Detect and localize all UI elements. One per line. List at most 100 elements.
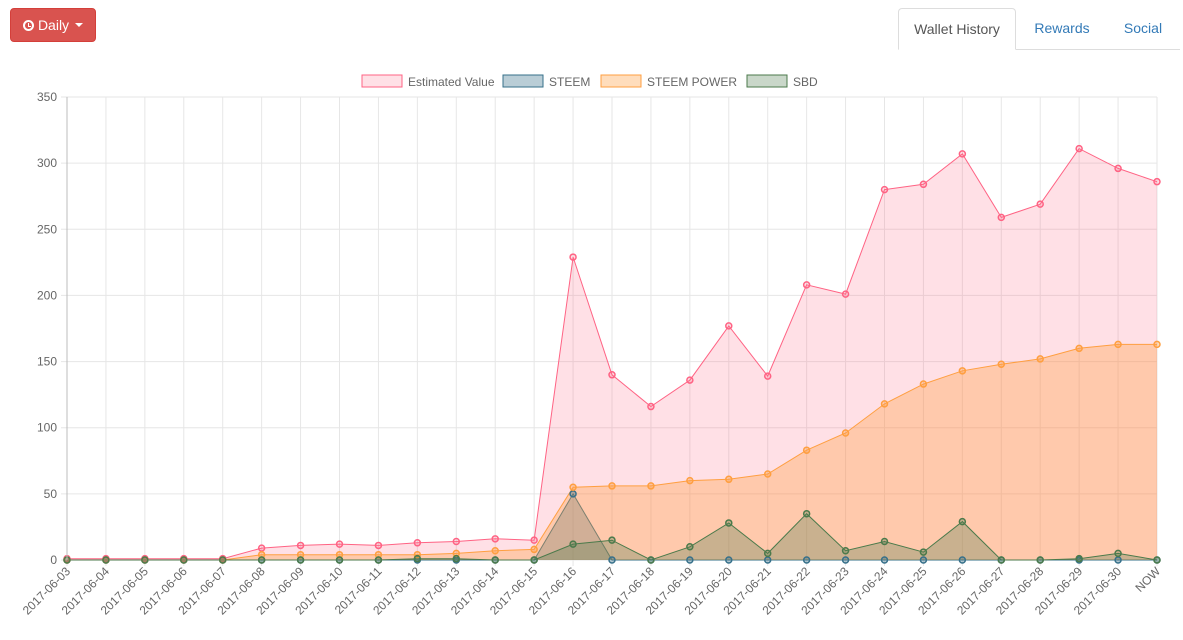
point-sbd <box>491 556 499 564</box>
point-estimated-value <box>802 281 811 289</box>
point-steem-power <box>1114 340 1122 349</box>
point-sbd <box>997 556 1006 564</box>
legend-label-sbd: SBD <box>793 75 818 89</box>
point-estimated-value <box>880 185 889 194</box>
point-estimated-value <box>997 213 1006 222</box>
point-sbd <box>141 556 149 564</box>
point-steem <box>919 556 928 564</box>
y-tick-label: 250 <box>37 222 57 236</box>
point-estimated-value <box>374 541 383 550</box>
point-sbd <box>608 536 616 544</box>
point-steem-power <box>569 483 577 491</box>
point-estimated-value <box>1153 177 1161 186</box>
point-steem-power <box>491 546 499 555</box>
point-estimated-value <box>257 544 266 552</box>
y-tick-label: 300 <box>37 156 57 170</box>
point-steem <box>880 556 889 564</box>
y-tick-label: 200 <box>37 288 57 302</box>
point-steem-power <box>608 482 616 490</box>
point-sbd <box>1114 549 1122 558</box>
grid <box>61 96 1158 566</box>
point-steem <box>569 490 577 498</box>
point-sbd <box>1075 554 1083 563</box>
point-steem <box>725 556 733 564</box>
point-sbd <box>880 537 889 546</box>
y-tick-label: 50 <box>44 487 58 501</box>
point-steem-power <box>530 545 538 554</box>
y-tick-label: 350 <box>37 90 57 104</box>
point-estimated-value <box>569 253 577 261</box>
point-sbd <box>686 543 694 551</box>
point-sbd <box>958 517 967 526</box>
point-estimated-value <box>763 372 772 380</box>
period-dropdown-button[interactable]: Daily <box>10 8 96 42</box>
point-estimated-value <box>530 536 538 544</box>
point-steem <box>763 556 772 564</box>
legend-label-estimated-value: Estimated Value <box>408 75 495 89</box>
point-sbd <box>102 556 110 564</box>
point-steem-power <box>958 367 967 375</box>
point-sbd <box>296 556 305 564</box>
point-steem-power <box>1153 340 1161 349</box>
point-sbd <box>374 556 383 564</box>
point-estimated-value <box>919 180 928 189</box>
series-line-estimated-value <box>67 147 1158 560</box>
series-points <box>63 144 1161 564</box>
point-sbd <box>413 554 422 563</box>
point-steem <box>802 556 811 564</box>
series-line-steem-power <box>67 343 1157 561</box>
point-estimated-value <box>452 537 461 546</box>
tab-wallet-history[interactable]: Wallet History <box>898 8 1016 50</box>
point-sbd <box>725 519 733 527</box>
point-estimated-value <box>1075 144 1083 153</box>
tab-rewards[interactable]: Rewards <box>1034 20 1090 36</box>
point-steem <box>958 556 967 564</box>
point-sbd <box>335 556 344 564</box>
point-estimated-value <box>958 150 967 158</box>
y-tick-label: 150 <box>37 355 57 369</box>
series-area-steem-power <box>67 344 1157 560</box>
point-sbd <box>530 556 538 564</box>
point-estimated-value <box>725 322 733 330</box>
series-area-estimated-value <box>67 148 1157 560</box>
point-estimated-value <box>841 290 850 298</box>
point-steem-power <box>1075 344 1083 353</box>
point-estimated-value <box>608 371 616 379</box>
legend-swatch-steem <box>502 74 544 88</box>
point-sbd <box>841 546 850 555</box>
tab-social[interactable]: Social <box>1123 20 1163 36</box>
point-sbd <box>763 549 772 558</box>
legend-swatch-estimated-value <box>361 74 403 88</box>
point-steem-power <box>1036 355 1044 363</box>
point-sbd <box>218 556 227 564</box>
series-line-sbd <box>67 512 1158 561</box>
legend: Estimated Value STEEM STEEM POWER SBD <box>361 74 818 89</box>
tab-bar-divider <box>898 49 1180 50</box>
point-sbd <box>452 554 461 563</box>
point-estimated-value <box>296 541 305 550</box>
point-steem <box>1114 556 1122 564</box>
point-sbd <box>802 509 811 518</box>
point-estimated-value <box>1114 164 1122 173</box>
point-estimated-value <box>413 539 422 547</box>
y-tick-label: 100 <box>37 421 57 435</box>
point-sbd <box>257 556 266 564</box>
point-steem-power <box>647 482 655 490</box>
point-steem-power <box>841 429 850 437</box>
point-sbd <box>1153 556 1161 564</box>
point-steem-power <box>763 470 772 478</box>
point-estimated-value <box>491 535 499 543</box>
tab-bar: Wallet History Rewards Social <box>898 8 1180 50</box>
point-steem-power <box>802 446 811 454</box>
point-steem-power <box>686 476 694 485</box>
series-area-sbd <box>67 513 1157 560</box>
point-estimated-value <box>647 402 655 411</box>
point-sbd <box>919 548 928 556</box>
point-steem-power <box>880 400 889 408</box>
point-steem <box>841 556 850 564</box>
point-sbd <box>180 556 188 564</box>
point-sbd <box>569 540 577 548</box>
point-estimated-value <box>335 540 344 548</box>
period-label: Daily <box>37 17 70 33</box>
